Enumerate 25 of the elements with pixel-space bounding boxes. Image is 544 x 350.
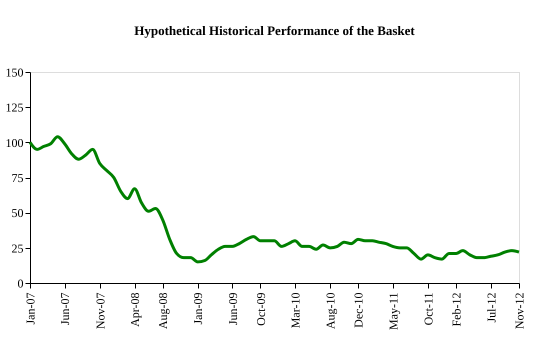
y-tick-label: 150 <box>6 66 24 80</box>
y-tick-label: 100 <box>6 136 24 150</box>
y-tick-label: 25 <box>12 241 24 256</box>
y-tick-label: 75 <box>12 171 24 185</box>
x-tick-label: Oct-09 <box>254 292 268 326</box>
line-series <box>28 135 520 264</box>
x-tick-label: Feb-12 <box>450 292 464 326</box>
x-tick-label: Jul-12 <box>484 292 498 322</box>
y-tick-label: 125 <box>6 100 24 115</box>
x-tick-label: Mar-10 <box>288 292 303 328</box>
x-tick-label: Jan-09 <box>191 292 206 324</box>
x-tick-label: Apr-08 <box>128 292 142 327</box>
x-tick-label: Aug-10 <box>324 292 338 330</box>
y-tick-label: 0 <box>18 276 24 290</box>
x-tick-label: May-11 <box>386 292 400 330</box>
x-tick-label: Oct-11 <box>421 292 436 326</box>
x-tick-label: Aug-08 <box>156 292 170 330</box>
x-tick-label: Nov-07 <box>93 292 108 330</box>
x-tick-label: Nov-12 <box>512 292 526 330</box>
x-tick-label: Dec-10 <box>352 292 366 328</box>
x-tick-label: Jan-07 <box>24 292 38 324</box>
chart-title: Hypothetical Historical Performance of the Basket <box>134 23 416 38</box>
y-tick-label: 50 <box>12 206 24 220</box>
x-tick-label: Jun-09 <box>226 292 240 326</box>
x-tick-label: Jun-07 <box>58 292 72 326</box>
